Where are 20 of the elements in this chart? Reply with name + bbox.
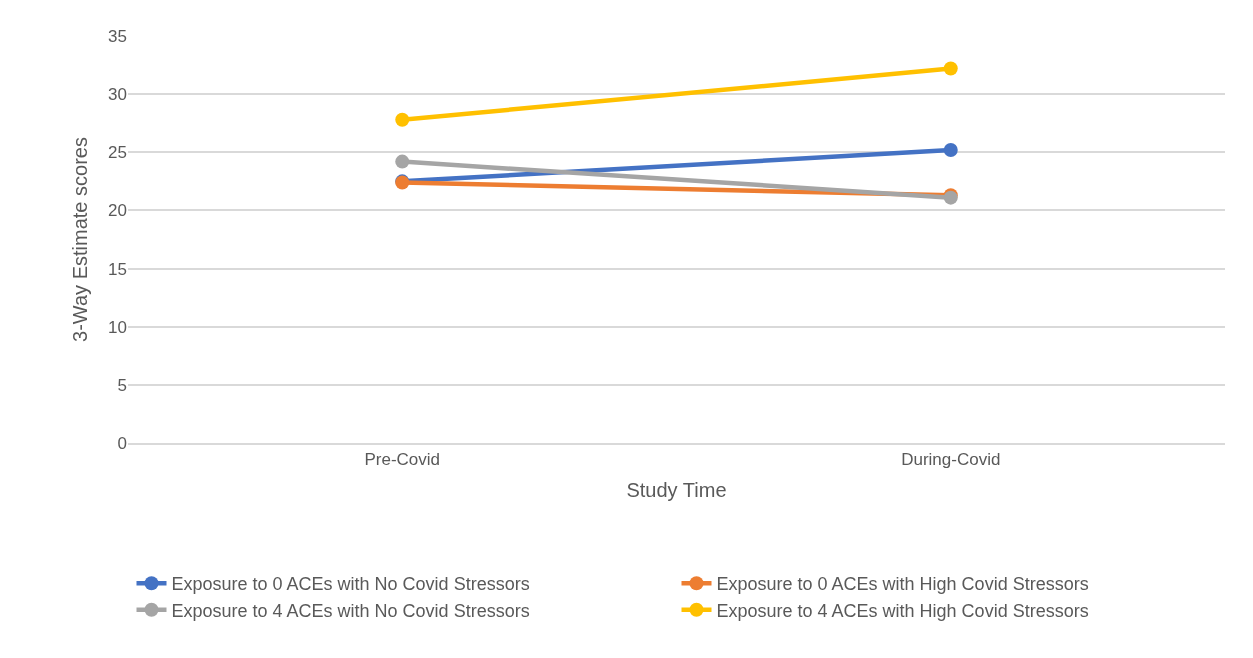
point: [395, 154, 410, 169]
point: [395, 112, 410, 127]
y-tick-label: 15: [108, 259, 127, 279]
y-tick-label: 30: [108, 85, 127, 105]
legend-label: Exposure to 0 ACEs with High Covid Stressors: [716, 574, 1089, 595]
y-tick-label: 35: [108, 26, 127, 46]
legend-label: Exposure to 0 ACEs with No Covid Stressors: [171, 574, 530, 595]
x-tick-label: During-Covid: [901, 450, 1001, 470]
point: [943, 142, 958, 157]
y-tick-label: 5: [117, 375, 127, 395]
legend-label: Exposure to 4 ACEs with No Covid Stressors: [171, 600, 530, 621]
y-tick-label: 20: [108, 201, 127, 221]
legend-label: Exposure to 4 ACEs with High Covid Stressors: [716, 600, 1089, 621]
x-axis-title: Study Time: [626, 479, 727, 502]
y-tick-label: 25: [108, 143, 127, 163]
x-tick-label: Pre-Covid: [364, 450, 441, 470]
point: [943, 61, 958, 76]
y-axis-title: 3-Way Estimate scores: [68, 137, 91, 342]
y-tick-label: 10: [108, 317, 127, 337]
y-tick-label: 0: [117, 433, 127, 453]
